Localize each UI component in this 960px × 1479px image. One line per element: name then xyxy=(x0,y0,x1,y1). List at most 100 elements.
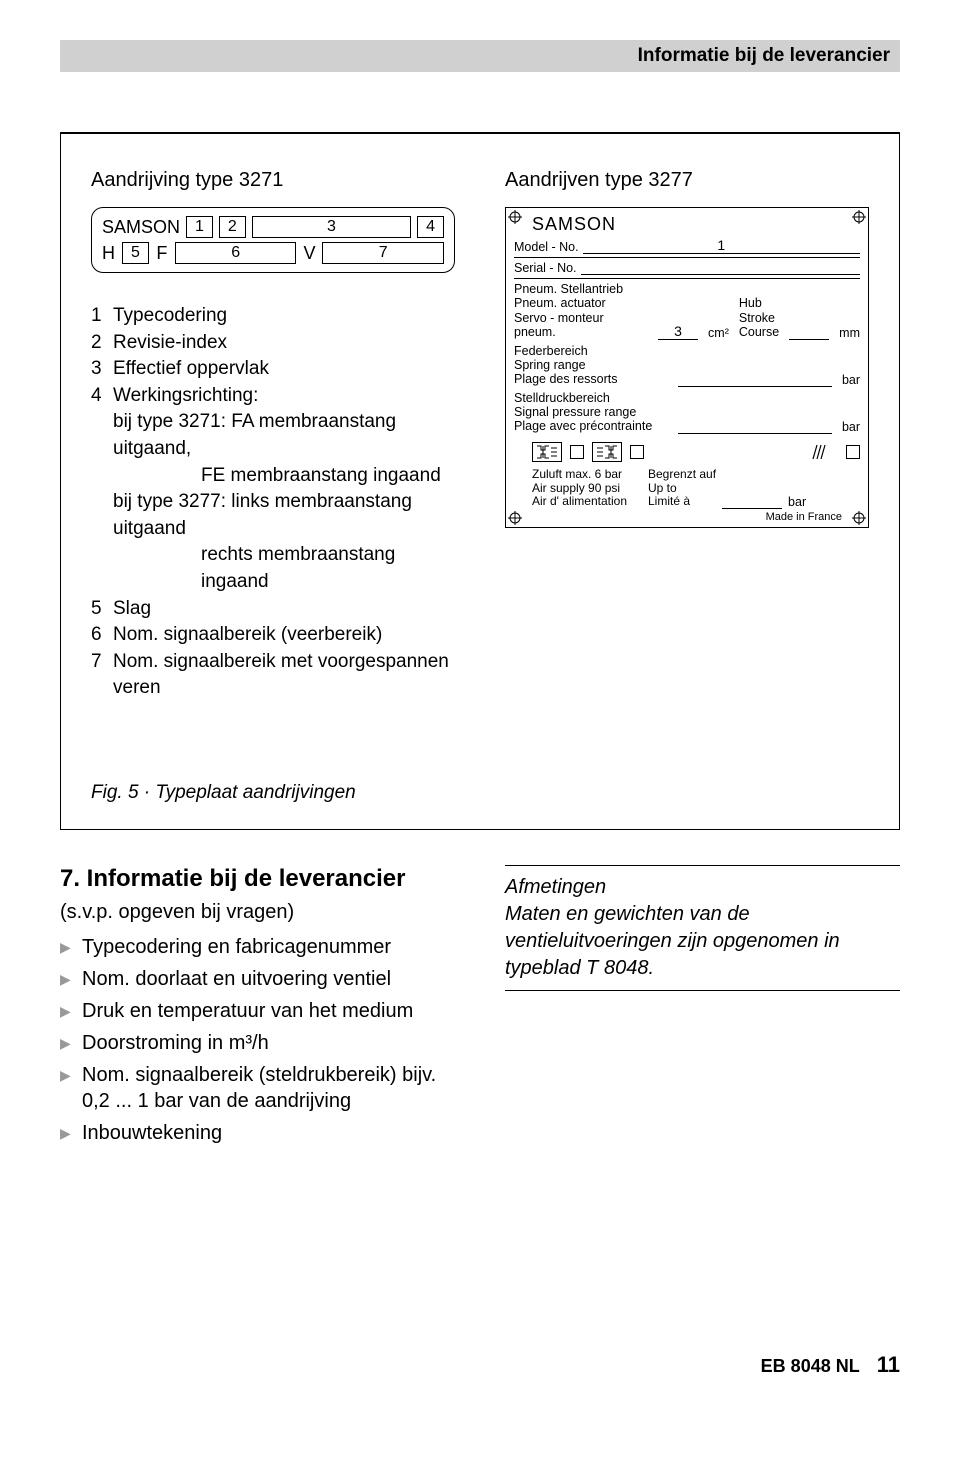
model-label: Model - No. xyxy=(514,240,579,254)
actuator-symbol-2 xyxy=(592,442,622,462)
legend-item: 5Slag xyxy=(91,596,455,623)
legend-item: FE membraanstang ingaand xyxy=(91,463,455,490)
legend-text: Nom. signaalbereik met voorgespannen ver… xyxy=(113,649,455,702)
legend-text: Typecodering xyxy=(113,303,455,330)
bullet-item: ▶Inbouwtekening xyxy=(60,1120,455,1146)
legend-text: Slag xyxy=(113,596,455,623)
legend-list: 1Typecodering2Revisie-index3Effectief op… xyxy=(91,303,455,702)
legend-text: bij type 3277: links membraanstang uitga… xyxy=(113,489,455,542)
bullet-item: ▶Nom. signaalbereik (steldrukbereik) bij… xyxy=(60,1062,455,1114)
legend-num: 7 xyxy=(91,649,113,702)
zuluft-l2: Air supply 90 psi xyxy=(532,482,642,496)
legend-num: 4 xyxy=(91,383,113,410)
page-header: Informatie bij de leverancier xyxy=(60,40,900,72)
serial-label: Serial - No. xyxy=(514,261,577,275)
bullet-list: ▶Typecodering en fabricagenummer▶Nom. do… xyxy=(60,934,455,1146)
legend-text: rechts membraanstang ingaand xyxy=(91,542,455,595)
f-label: F xyxy=(155,243,169,264)
doc-id: EB 8048 NL xyxy=(761,1356,860,1376)
legend-item: bij type 3277: links membraanstang uitga… xyxy=(91,489,455,542)
v-label: V xyxy=(302,243,316,264)
legend-item: 1Typecodering xyxy=(91,303,455,330)
page-number: 11 xyxy=(877,1352,900,1377)
afmetingen-lead: Afmetingen xyxy=(505,876,606,898)
bullet-text: Nom. doorlaat en uitvoering ventiel xyxy=(82,966,391,992)
afmetingen-block: Afmetingen Maten en gewichten van de ven… xyxy=(505,865,900,991)
stelldruck-de: Stelldruckbereich xyxy=(514,391,668,405)
mm: mm xyxy=(839,326,860,340)
stell-fr: Servo - monteur pneum. xyxy=(514,311,648,340)
hub-en: Stroke xyxy=(739,311,779,325)
feder-fr: Plage des ressorts xyxy=(514,372,668,386)
bullet-item: ▶Typecodering en fabricagenummer xyxy=(60,934,455,960)
bar1: bar xyxy=(842,373,860,387)
bullet-text: Typecodering en fabricagenummer xyxy=(82,934,391,960)
stelldruck-en: Signal pressure range xyxy=(514,405,668,419)
box-6: 6 xyxy=(175,242,297,264)
legend-text: FE membraanstang ingaand xyxy=(91,463,455,490)
corner-icon xyxy=(508,511,522,525)
legend-text: Nom. signaalbereik (veerbereik) xyxy=(113,622,455,649)
bullet-text: Nom. signaalbereik (steldrukbereik) bijv… xyxy=(82,1062,455,1114)
bar3: bar xyxy=(788,495,806,509)
spring-symbol xyxy=(808,442,838,462)
begrenzt-l1: Begrenzt auf xyxy=(648,468,716,482)
bullet-text: Druk en temperatuur van het medium xyxy=(82,998,413,1024)
legend-num: 6 xyxy=(91,622,113,649)
legend-text: bij type 3271: FA membraanstang uitgaand… xyxy=(113,409,455,462)
bullet-icon: ▶ xyxy=(60,1062,82,1114)
legend-num: 5 xyxy=(91,596,113,623)
box-2: 2 xyxy=(219,216,246,238)
feder-de: Federbereich xyxy=(514,344,668,358)
legend-item: 7Nom. signaalbereik met voorgespannen ve… xyxy=(91,649,455,702)
corner-icon xyxy=(852,511,866,525)
bullet-icon: ▶ xyxy=(60,1030,82,1056)
stelldruck-fr: Plage avec précontrainte xyxy=(514,419,668,433)
figure-caption: Fig. 5 · Typeplaat aandrijvingen xyxy=(91,782,869,804)
legend-num: 1 xyxy=(91,303,113,330)
stell-en: Pneum. actuator xyxy=(514,296,648,310)
hub-de: Hub xyxy=(739,296,779,310)
legend-text: Werkingsrichting: xyxy=(113,383,455,410)
bullet-item: ▶Nom. doorlaat en uitvoering ventiel xyxy=(60,966,455,992)
afmetingen-body: Maten en gewichten van de ventieluitvoer… xyxy=(505,903,840,979)
stell-val: 3 xyxy=(658,323,698,340)
legend-text: Revisie-index xyxy=(113,330,455,357)
bullet-item: ▶Druk en temperatuur van het medium xyxy=(60,998,455,1024)
checkbox-3 xyxy=(846,445,860,459)
feder-en: Spring range xyxy=(514,358,668,372)
bullet-icon: ▶ xyxy=(60,998,82,1024)
bullet-text: Doorstroming in m³/h xyxy=(82,1030,269,1056)
zuluft-l1: Zuluft max. 6 bar xyxy=(532,468,642,482)
header-title: Informatie bij de leverancier xyxy=(638,45,890,67)
nameplate-3271: SAMSON 1 2 3 4 H 5 F 6 V 7 xyxy=(91,207,455,273)
right-column: Aandrijven type 3277 SAMSON Model - No. … xyxy=(505,169,869,702)
legend-num: 3 xyxy=(91,356,113,383)
hub-fr: Course xyxy=(739,325,779,339)
symbol-row xyxy=(532,442,860,462)
samson-label: SAMSON xyxy=(102,217,180,238)
legend-item: 6Nom. signaalbereik (veerbereik) xyxy=(91,622,455,649)
legend-item: 4Werkingsrichting: xyxy=(91,383,455,410)
legend-item: 2Revisie-index xyxy=(91,330,455,357)
bullet-icon: ▶ xyxy=(60,966,82,992)
corner-icon xyxy=(508,210,522,224)
nameplate-3277: SAMSON Model - No. 1 Serial - No. Pneum.… xyxy=(505,207,869,528)
box-1: 1 xyxy=(186,216,213,238)
box-5: 5 xyxy=(122,242,149,264)
model-value: 1 xyxy=(583,237,860,254)
legend-text: Effectief oppervlak xyxy=(113,356,455,383)
bullet-icon: ▶ xyxy=(60,934,82,960)
left-title: Aandrijving type 3271 xyxy=(91,169,455,192)
samson-brand: SAMSON xyxy=(532,214,860,235)
legend-item: 3Effectief oppervlak xyxy=(91,356,455,383)
box-3: 3 xyxy=(252,216,411,238)
begrenzt-l3: Limité à xyxy=(648,495,716,509)
page-footer: EB 8048 NL 11 xyxy=(60,1352,900,1378)
box-4: 4 xyxy=(417,216,444,238)
made-in: Made in France xyxy=(514,511,860,523)
legend-item: bij type 3271: FA membraanstang uitgaand… xyxy=(91,409,455,462)
right-title: Aandrijven type 3277 xyxy=(505,169,869,192)
box-7: 7 xyxy=(322,242,444,264)
legend-num: 2 xyxy=(91,330,113,357)
